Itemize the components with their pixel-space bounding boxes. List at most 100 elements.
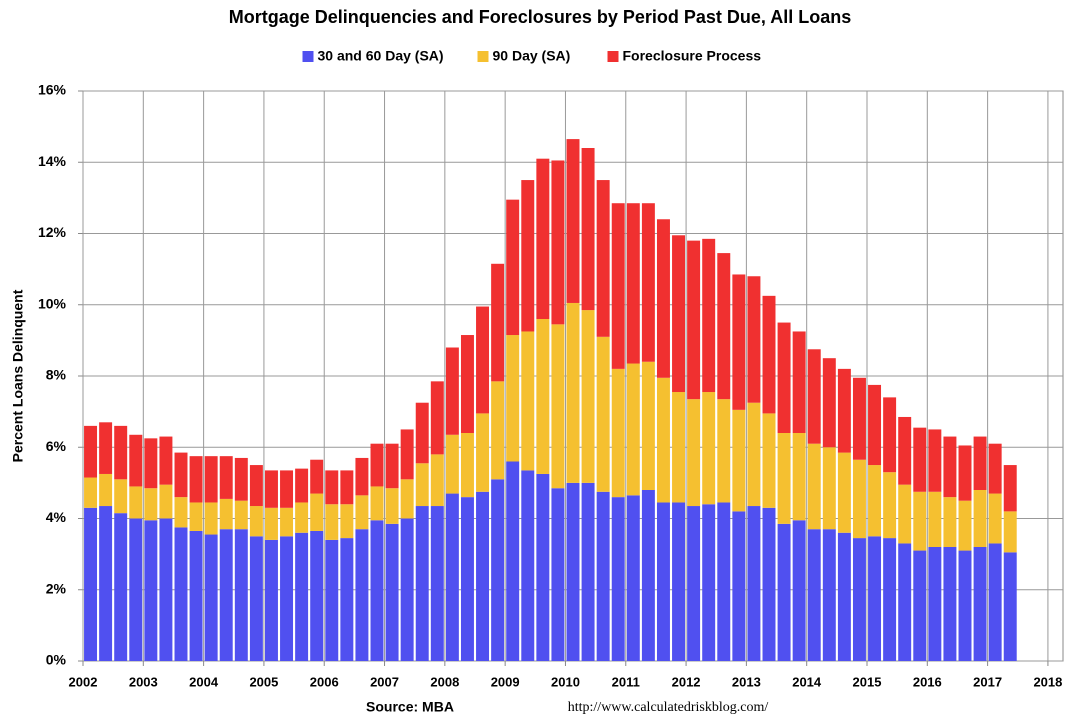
bar-segment [144, 438, 158, 489]
bar-segment [521, 470, 535, 661]
bar-segment [807, 443, 821, 530]
bar-segment [430, 381, 444, 455]
bar-segment [476, 491, 490, 661]
bar-segment [672, 392, 686, 503]
bar-segment [943, 547, 957, 661]
bar-segment [777, 523, 791, 661]
bar-segment [717, 502, 731, 661]
bar-segment [988, 443, 1002, 494]
bar-segment [536, 158, 550, 319]
bar-segment [551, 324, 565, 489]
bar-segment [174, 527, 188, 661]
bar-segment [234, 500, 248, 530]
bar-segment [973, 436, 987, 490]
bar-segment [641, 361, 655, 490]
bar-segment [732, 274, 746, 410]
x-tick-label: 2005 [249, 674, 278, 689]
bar-segment [521, 331, 535, 471]
bar-segment [415, 506, 429, 661]
bar-segment [792, 520, 806, 661]
bar-segment [355, 529, 369, 661]
bar-segment [777, 322, 791, 433]
bar-segment [898, 484, 912, 544]
bar-segment [777, 433, 791, 524]
x-tick-label: 2009 [491, 674, 520, 689]
x-tick-label: 2014 [792, 674, 822, 689]
x-tick-label: 2012 [672, 674, 701, 689]
bar-segment [144, 488, 158, 521]
bar-segment [581, 482, 595, 661]
bar-segment [837, 368, 851, 453]
bar-segment [385, 523, 399, 661]
bar-segment [189, 456, 203, 503]
bar-segment [807, 349, 821, 444]
bar-segment [264, 539, 278, 661]
bar-segment [445, 493, 459, 661]
bar-segment [159, 484, 173, 519]
bar-segment [295, 468, 309, 503]
legend-swatch [477, 51, 489, 62]
bar-segment [611, 497, 625, 661]
x-tick-label: 2013 [732, 674, 761, 689]
bar-segment [581, 148, 595, 311]
bar-segment [883, 472, 897, 539]
bar-segment [189, 530, 203, 661]
bar-segment [370, 520, 384, 661]
bar-segment [340, 504, 354, 539]
bar-segment [687, 240, 701, 400]
x-tick-label: 2016 [913, 674, 942, 689]
bar-segment [641, 203, 655, 362]
bar-segment [822, 358, 836, 448]
bar-segment [868, 536, 882, 661]
bar-segment [385, 443, 399, 489]
bar-segment [370, 486, 384, 521]
bar-segment [460, 497, 474, 661]
bar-segment [234, 457, 248, 501]
source: Source: MBA [366, 699, 454, 715]
bar-segment [400, 479, 414, 519]
bar-segment [430, 454, 444, 507]
bar-segment [491, 381, 505, 480]
bar-segment [325, 539, 339, 661]
bar-segment [656, 377, 670, 503]
bar-segment [958, 550, 972, 661]
bar-segment [506, 461, 520, 661]
bar-segment [551, 488, 565, 661]
bar-segment [280, 507, 294, 537]
bar-segment [280, 536, 294, 661]
bar-segment [747, 506, 761, 661]
bar-segment [687, 399, 701, 507]
bar-segment [204, 534, 218, 661]
bar-segment [280, 470, 294, 508]
bar-segment [536, 319, 550, 474]
bar-segment [988, 543, 1002, 661]
bar-segment [898, 543, 912, 661]
bar-segment [928, 429, 942, 492]
x-tick-label: 2008 [430, 674, 459, 689]
bar-segment [792, 433, 806, 521]
bar-segment [219, 456, 233, 499]
bar-segment [792, 331, 806, 433]
bar-segment [943, 436, 957, 498]
bar-segment [958, 445, 972, 501]
bar-segment [702, 392, 716, 505]
y-axis-label: Percent Loans Delinquent [10, 289, 26, 462]
y-tick-label: 0% [46, 652, 67, 668]
bar-segment [611, 368, 625, 498]
y-tick-label: 4% [46, 509, 67, 525]
bar-segment [460, 335, 474, 433]
bar-segment [129, 486, 143, 519]
bar-segment [536, 473, 550, 661]
bar-segment [732, 409, 746, 512]
bar-segment [551, 160, 565, 325]
bar-segment [400, 429, 414, 480]
x-tick-label: 2006 [310, 674, 339, 689]
bar-segment [837, 532, 851, 661]
bar-segment [234, 529, 248, 661]
bar-segment [581, 310, 595, 483]
bar-segment [1003, 465, 1017, 512]
bar-segment [415, 463, 429, 507]
bar-segment [84, 477, 98, 508]
bar-segment [174, 497, 188, 528]
bar-segment [596, 491, 610, 661]
